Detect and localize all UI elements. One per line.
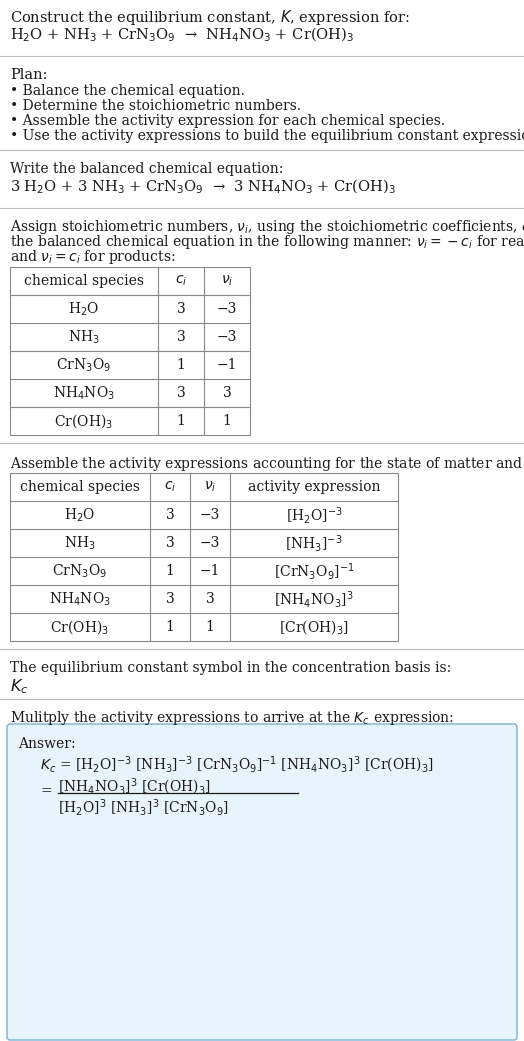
Text: activity expression: activity expression — [248, 480, 380, 494]
Bar — [10, 473, 398, 641]
Text: 3: 3 — [166, 592, 174, 606]
Text: CrN$_3$O$_9$: CrN$_3$O$_9$ — [57, 356, 112, 374]
Text: −1: −1 — [217, 358, 237, 372]
Text: −3: −3 — [200, 536, 220, 550]
Text: 3: 3 — [166, 508, 174, 522]
Text: 1: 1 — [166, 620, 174, 634]
Text: $K_c$ = [H$_2$O]$^{-3}$ [NH$_3$]$^{-3}$ [CrN$_3$O$_9$]$^{-1}$ [NH$_4$NO$_3$]$^3$: $K_c$ = [H$_2$O]$^{-3}$ [NH$_3$]$^{-3}$ … — [40, 755, 434, 776]
Text: $c_i$: $c_i$ — [175, 274, 187, 288]
Text: [CrN$_3$O$_9$]$^{-1}$: [CrN$_3$O$_9$]$^{-1}$ — [274, 560, 354, 582]
Text: −3: −3 — [217, 330, 237, 344]
Text: Cr(OH)$_3$: Cr(OH)$_3$ — [50, 618, 110, 636]
Text: 1: 1 — [166, 564, 174, 578]
Text: The equilibrium constant symbol in the concentration basis is:: The equilibrium constant symbol in the c… — [10, 661, 451, 675]
Text: NH$_4$NO$_3$: NH$_4$NO$_3$ — [53, 384, 115, 402]
Text: −1: −1 — [200, 564, 220, 578]
Text: Write the balanced chemical equation:: Write the balanced chemical equation: — [10, 162, 283, 176]
Text: CrN$_3$O$_9$: CrN$_3$O$_9$ — [52, 562, 107, 580]
Text: H$_2$O + NH$_3$ + CrN$_3$O$_9$  →  NH$_4$NO$_3$ + Cr(OH)$_3$: H$_2$O + NH$_3$ + CrN$_3$O$_9$ → NH$_4$N… — [10, 26, 354, 45]
Text: =: = — [40, 784, 52, 798]
Text: 1: 1 — [223, 414, 232, 428]
Text: Construct the equilibrium constant, $K$, expression for:: Construct the equilibrium constant, $K$,… — [10, 8, 410, 27]
Text: 3 H$_2$O + 3 NH$_3$ + CrN$_3$O$_9$  →  3 NH$_4$NO$_3$ + Cr(OH)$_3$: 3 H$_2$O + 3 NH$_3$ + CrN$_3$O$_9$ → 3 N… — [10, 178, 396, 197]
Text: [H$_2$O]$^3$ [NH$_3$]$^3$ [CrN$_3$O$_9$]: [H$_2$O]$^3$ [NH$_3$]$^3$ [CrN$_3$O$_9$] — [58, 797, 229, 818]
Text: H$_2$O: H$_2$O — [68, 300, 100, 318]
Text: 3: 3 — [166, 536, 174, 550]
Text: [NH$_4$NO$_3$]$^3$: [NH$_4$NO$_3$]$^3$ — [274, 588, 354, 609]
Text: 3: 3 — [205, 592, 214, 606]
Text: $\nu_i$: $\nu_i$ — [221, 274, 233, 288]
Text: chemical species: chemical species — [20, 480, 140, 494]
Text: Answer:: Answer: — [18, 737, 75, 751]
FancyBboxPatch shape — [7, 723, 517, 1040]
Text: • Assemble the activity expression for each chemical species.: • Assemble the activity expression for e… — [10, 115, 445, 128]
Text: H$_2$O: H$_2$O — [64, 506, 96, 524]
Text: [NH$_3$]$^{-3}$: [NH$_3$]$^{-3}$ — [285, 533, 343, 554]
Text: [NH$_4$NO$_3$]$^3$ [Cr(OH)$_3$]: [NH$_4$NO$_3$]$^3$ [Cr(OH)$_3$] — [58, 777, 211, 797]
Text: Assign stoichiometric numbers, $\nu_i$, using the stoichiometric coefficients, $: Assign stoichiometric numbers, $\nu_i$, … — [10, 218, 524, 236]
Text: 3: 3 — [177, 386, 185, 400]
Text: • Use the activity expressions to build the equilibrium constant expression.: • Use the activity expressions to build … — [10, 129, 524, 143]
Text: • Balance the chemical equation.: • Balance the chemical equation. — [10, 84, 245, 98]
Text: Plan:: Plan: — [10, 68, 48, 82]
Text: 1: 1 — [177, 414, 185, 428]
Text: 3: 3 — [177, 330, 185, 344]
Text: chemical species: chemical species — [24, 274, 144, 288]
Text: NH$_3$: NH$_3$ — [64, 534, 96, 552]
Text: 3: 3 — [223, 386, 232, 400]
Text: and $\nu_i = c_i$ for products:: and $\nu_i = c_i$ for products: — [10, 248, 176, 266]
Text: $c_i$: $c_i$ — [164, 480, 176, 494]
Text: $K_c$: $K_c$ — [10, 677, 28, 695]
Text: [Cr(OH)$_3$]: [Cr(OH)$_3$] — [279, 618, 349, 636]
Text: the balanced chemical equation in the following manner: $\nu_i = -c_i$ for react: the balanced chemical equation in the fo… — [10, 233, 524, 251]
Text: NH$_3$: NH$_3$ — [68, 328, 100, 346]
Text: −3: −3 — [217, 302, 237, 316]
Text: Cr(OH)$_3$: Cr(OH)$_3$ — [54, 412, 114, 430]
Text: Mulitply the activity expressions to arrive at the $K_c$ expression:: Mulitply the activity expressions to arr… — [10, 709, 454, 727]
Text: −3: −3 — [200, 508, 220, 522]
Text: $\nu_i$: $\nu_i$ — [204, 480, 216, 494]
Text: Assemble the activity expressions accounting for the state of matter and $\nu_i$: Assemble the activity expressions accoun… — [10, 455, 524, 473]
Text: NH$_4$NO$_3$: NH$_4$NO$_3$ — [49, 590, 111, 608]
Text: 1: 1 — [205, 620, 214, 634]
Bar — [10, 266, 250, 435]
Text: [H$_2$O]$^{-3}$: [H$_2$O]$^{-3}$ — [286, 505, 342, 526]
Text: 3: 3 — [177, 302, 185, 316]
Text: 1: 1 — [177, 358, 185, 372]
Text: • Determine the stoichiometric numbers.: • Determine the stoichiometric numbers. — [10, 99, 301, 113]
